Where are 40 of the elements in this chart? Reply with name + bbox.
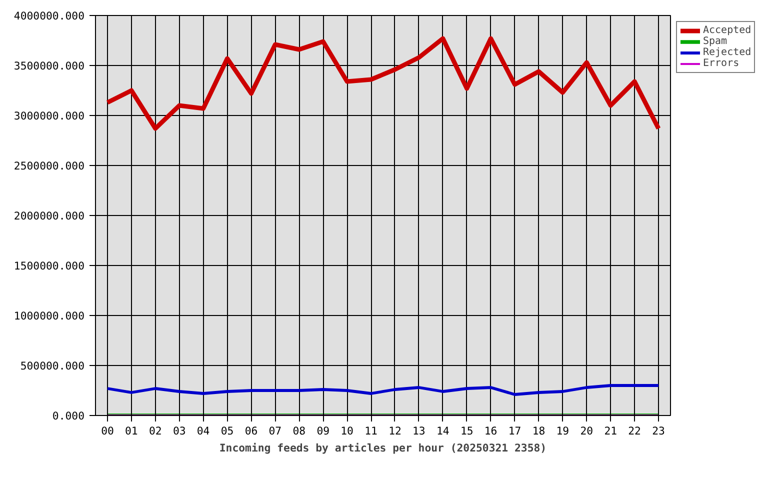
x-tick-label: 23 [652,424,665,438]
x-tick-label: 19 [556,424,570,438]
x-tick-label: 07 [268,424,282,438]
x-tick-label: 00 [101,424,114,438]
y-tick-label: 2500000.000 [14,160,85,172]
legend-label: Spam [703,36,728,47]
x-tick-label: 18 [532,424,546,438]
x-tick-label: 04 [196,424,210,438]
x-tick-label: 09 [316,424,330,438]
y-tick-label: 1500000.000 [14,260,85,272]
y-tick-label: 2000000.000 [14,210,85,222]
line-series [106,384,660,396]
x-tick-label: 11 [364,424,378,438]
y-tick-label: 0.000 [52,410,84,422]
y-tick-label: 500000.000 [20,360,84,372]
x-tick-label: 12 [388,424,402,438]
y-tick-label: 4000000.000 [14,10,85,22]
x-tick-label: 10 [340,424,354,438]
x-tick-label: 01 [125,424,138,438]
legend-label: Accepted [703,25,752,36]
x-tick-label: 20 [580,424,594,438]
x-tick-label: 02 [148,424,162,438]
x-tick-label: 16 [484,424,498,438]
x-tick-label: 13 [412,424,426,438]
legend-label: Rejected [703,47,752,58]
x-tick-label: 22 [628,424,641,438]
x-tick-label: 08 [292,424,306,438]
legend-label: Errors [703,58,740,69]
x-tick-label: 03 [172,424,186,438]
x-tick-label: 21 [604,424,618,438]
y-tick-label: 1000000.000 [14,310,85,322]
x-tick-label: 17 [508,424,522,438]
x-tick-label: 15 [460,424,474,438]
y-tick-label: 3000000.000 [14,110,85,122]
line-series [105,36,661,131]
y-tick-label: 3500000.000 [14,60,85,72]
x-tick-label: 06 [244,424,258,438]
x-tick-label: 05 [220,424,234,438]
x-tick-label: 14 [436,424,450,438]
x-axis-title: Incoming feeds by articles per hour (20250321 2358) [219,442,547,454]
